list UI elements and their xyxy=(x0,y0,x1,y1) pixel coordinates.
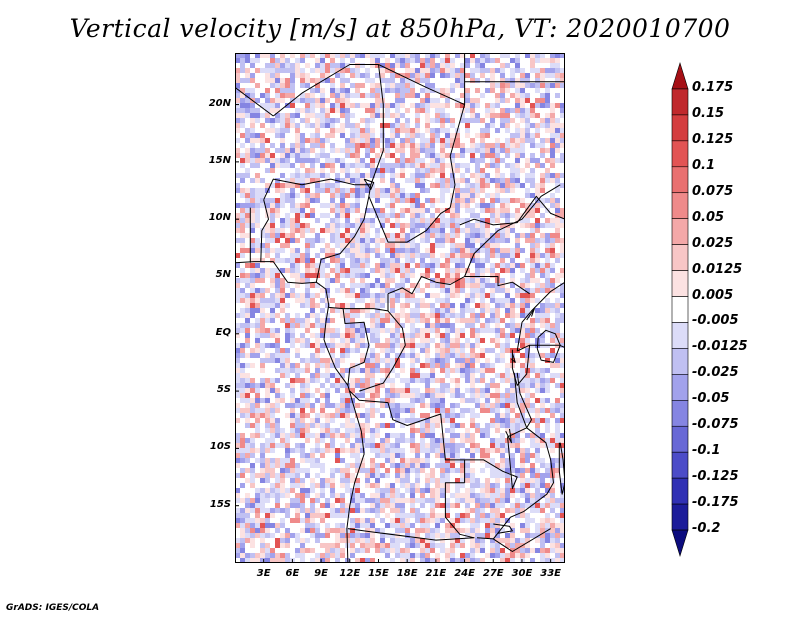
lat-tick-label: EQ xyxy=(215,326,231,338)
colorbar-swatch xyxy=(671,451,689,479)
colorbar-swatch xyxy=(671,374,689,401)
colorbar-tick-label: -0.125 xyxy=(692,469,739,485)
colorbar-swatch xyxy=(671,348,689,375)
velocity-field-map xyxy=(235,53,565,563)
colorbar-tick-label: 0.175 xyxy=(692,79,734,95)
colorbar-tick-label: -0.1 xyxy=(692,443,721,459)
lon-tick-label: 24E xyxy=(454,568,475,579)
velocity-shading xyxy=(235,53,565,563)
map-frame xyxy=(235,53,565,563)
colorbar-tick-label: 0.125 xyxy=(692,131,734,147)
colorbar-swatch xyxy=(671,503,689,531)
colorbar-swatch xyxy=(671,529,689,558)
colorbar-tick-label: -0.05 xyxy=(692,391,730,407)
colorbar-swatch xyxy=(671,218,689,245)
colorbar-swatch xyxy=(671,400,689,427)
colorbar-tick-label: -0.175 xyxy=(692,495,739,511)
country-borders xyxy=(235,53,565,563)
colorbar-swatch xyxy=(671,270,689,297)
lon-tick-label: 3E xyxy=(256,568,271,579)
lat-tick-label: 20N xyxy=(208,97,231,109)
colorbar-swatch xyxy=(671,88,689,116)
colorbar-swatch xyxy=(671,192,689,219)
colorbar-tick-label: 0.005 xyxy=(692,287,734,303)
colorbar-tick-label: 0.075 xyxy=(692,183,734,199)
colorbar-swatch xyxy=(671,425,689,453)
colorbar-tick-label: 0.0125 xyxy=(692,261,743,277)
colorbar-swatch xyxy=(671,166,689,194)
colorbar-tick-label: 0.15 xyxy=(692,105,725,121)
lon-tick-label: 30E xyxy=(511,568,533,579)
lat-tick-label: 10N xyxy=(208,212,231,224)
colorbar-tick-label: 0.025 xyxy=(692,235,734,251)
lat-tick-label: 5S xyxy=(216,384,231,396)
colorbar-swatch xyxy=(671,244,689,271)
colorbar-tick-label: -0.2 xyxy=(692,521,721,537)
chart-title: Vertical velocity [m/s] at 850hPa, VT: 2… xyxy=(69,14,731,43)
lon-tick-label: 12E xyxy=(339,568,361,579)
lon-tick-label: 27E xyxy=(482,568,504,579)
colorbar-swatch xyxy=(671,61,689,90)
colorbar-tick-label: -0.0125 xyxy=(692,339,748,355)
lon-tick-label: 6E xyxy=(285,568,300,579)
lat-tick-label: 5N xyxy=(215,269,231,281)
colorbar-tick-label: 0.1 xyxy=(692,157,716,173)
colorbar-tick-label: -0.005 xyxy=(692,313,739,329)
lon-tick-label: 15E xyxy=(368,568,389,579)
colorbar-swatch xyxy=(671,296,689,323)
lon-tick-label: 9E xyxy=(314,568,328,579)
colorbar-tick-label: -0.075 xyxy=(692,417,739,433)
lon-tick-label: 18E xyxy=(396,568,418,579)
colorbar-swatch xyxy=(671,477,689,505)
colorbar-swatch xyxy=(671,114,689,142)
lon-tick-label: 21E xyxy=(425,568,447,579)
colorbar-swatch xyxy=(671,322,689,349)
colorbar-tick-label: 0.05 xyxy=(692,209,725,225)
colorbar-tick-label: -0.025 xyxy=(692,365,739,381)
axis-ticks xyxy=(235,104,552,563)
colorbar-swatch xyxy=(671,140,689,168)
map-panel xyxy=(235,53,565,563)
lon-tick-label: 33E xyxy=(540,568,562,579)
lat-tick-label: 15N xyxy=(208,154,231,166)
lat-tick-label: 15S xyxy=(209,498,231,510)
lat-tick-label: 10S xyxy=(209,441,231,453)
grads-credit: GrADS: IGES/COLA xyxy=(6,603,100,613)
